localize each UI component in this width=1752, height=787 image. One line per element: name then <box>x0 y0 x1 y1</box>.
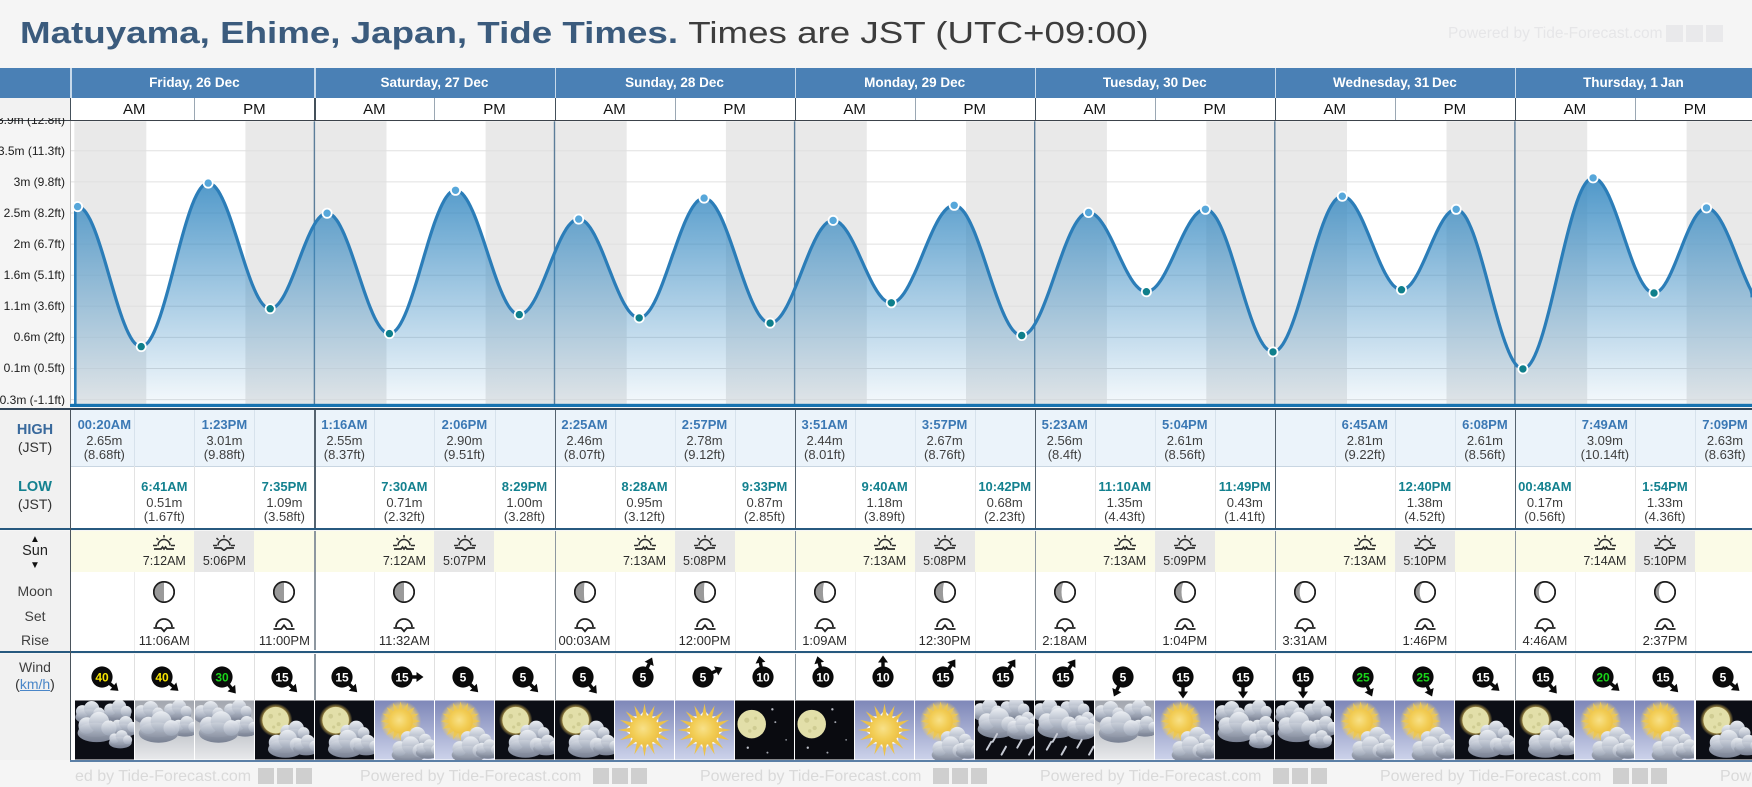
svg-text:40: 40 <box>156 670 170 684</box>
svg-text:5: 5 <box>519 670 526 684</box>
svg-text:5: 5 <box>1720 670 1727 684</box>
svg-text:15: 15 <box>1536 670 1550 684</box>
svg-text:5: 5 <box>1119 670 1126 684</box>
svg-text:40: 40 <box>96 670 110 684</box>
svg-text:15: 15 <box>336 670 350 684</box>
svg-text:25: 25 <box>1416 670 1430 684</box>
svg-text:10: 10 <box>756 670 770 684</box>
svg-text:5: 5 <box>699 670 706 684</box>
svg-text:25: 25 <box>1356 670 1370 684</box>
svg-text:15: 15 <box>396 670 410 684</box>
svg-text:10: 10 <box>816 670 830 684</box>
svg-text:15: 15 <box>1236 670 1250 684</box>
svg-text:15: 15 <box>1656 670 1670 684</box>
svg-text:30: 30 <box>216 670 230 684</box>
svg-text:15: 15 <box>1296 670 1310 684</box>
svg-text:5: 5 <box>459 670 466 684</box>
svg-text:20: 20 <box>1596 670 1610 684</box>
svg-text:10: 10 <box>876 670 890 684</box>
svg-text:15: 15 <box>996 670 1010 684</box>
svg-text:15: 15 <box>936 670 950 684</box>
svg-text:5: 5 <box>579 670 586 684</box>
svg-text:15: 15 <box>1176 670 1190 684</box>
svg-text:15: 15 <box>276 670 290 684</box>
svg-text:15: 15 <box>1056 670 1070 684</box>
svg-text:15: 15 <box>1476 670 1490 684</box>
svg-text:5: 5 <box>639 670 646 684</box>
